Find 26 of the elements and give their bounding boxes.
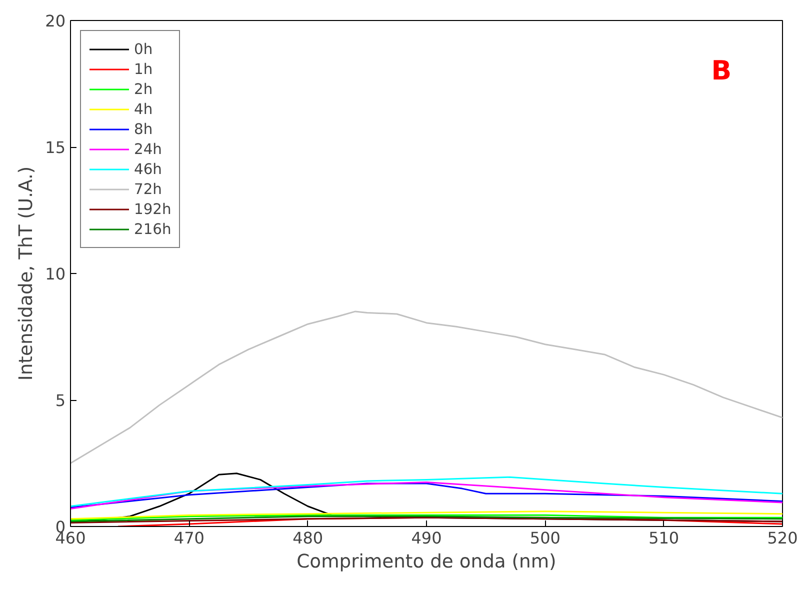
line-series [70, 510, 782, 520]
y-tick-label: 5 [55, 391, 66, 410]
y-tick-label: 10 [45, 264, 66, 284]
legend-label: 0h [134, 40, 154, 58]
legend-label: 24h [134, 140, 162, 158]
x-axis-title: Comprimento de onda (nm) [296, 552, 556, 572]
y-tick-label: 20 [45, 12, 66, 30]
y-axis-title: Intensidade, ThT (U.A.) [16, 166, 38, 381]
x-tick-label: 490 [411, 528, 442, 548]
legend-label: 2h [134, 80, 154, 98]
legend-label: 8h [134, 120, 154, 138]
y-tick-label: 15 [45, 138, 66, 157]
legend-label: 192h [134, 200, 172, 218]
x-tick-label: 520 [767, 528, 798, 548]
x-tick-label: 480 [292, 528, 324, 548]
x-tick-label: 500 [530, 528, 560, 548]
legend-label: 216h [134, 220, 172, 238]
x-tick-label: 470 [174, 528, 204, 548]
legend-label: 4h [134, 100, 154, 118]
legend-label: 1h [134, 60, 154, 78]
annotation: B [711, 55, 732, 86]
x-tick-label: 510 [648, 528, 680, 548]
legend-label: 46h [134, 160, 162, 178]
legend-label: 72h [134, 180, 162, 198]
line-series [70, 310, 782, 464]
line-series [70, 476, 782, 508]
